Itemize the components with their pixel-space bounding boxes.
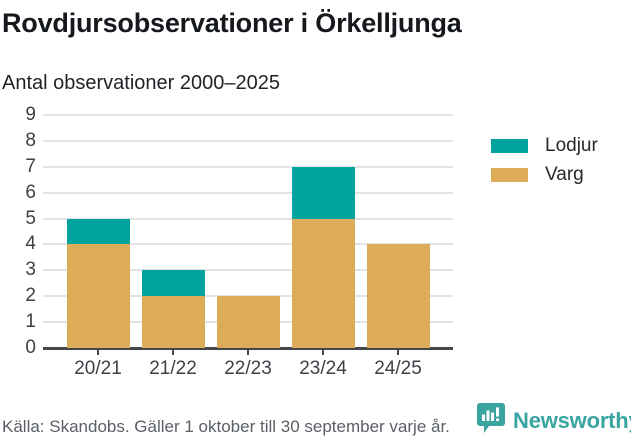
newsworthy-logo: Newsworthy [476, 402, 631, 439]
x-tick-label: 22/23 [224, 358, 272, 379]
bar-segment-lodjur [291, 166, 355, 219]
chart-title: Rovdjursobservationer i Örkelljunga [2, 8, 462, 38]
chart-subtitle: Antal observationer 2000–2025 [2, 72, 280, 94]
legend-swatch-lodjur [491, 138, 528, 153]
legend-label: Varg [545, 164, 584, 185]
y-tick-label: 7 [25, 155, 36, 177]
bar-segment-varg [66, 244, 130, 348]
gridline [43, 114, 453, 116]
legend: Lodjur Varg [491, 136, 598, 194]
gridline [43, 165, 453, 168]
y-tick-label: 9 [25, 104, 36, 125]
x-tick-label: 23/24 [299, 358, 347, 379]
y-tick-label: 8 [25, 129, 36, 151]
bar-segment-lodjur [66, 218, 130, 245]
gridline [43, 269, 453, 272]
x-axis-tick [322, 350, 324, 355]
legend-swatch-varg [491, 167, 528, 182]
gridline [43, 243, 453, 246]
bar-segment-varg [366, 244, 430, 348]
source-text: Källa: Skandobs. Gäller 1 oktober till 3… [2, 417, 450, 436]
legend-item: Lodjur [491, 136, 598, 155]
y-tick-label: 4 [25, 233, 36, 255]
y-tick-label: 3 [25, 259, 36, 281]
x-tick-label: 24/25 [374, 358, 422, 379]
x-axis-line [43, 347, 453, 350]
gridline [43, 217, 453, 220]
x-axis-tick [172, 350, 174, 355]
newsworthy-brand-text: Newsworthy [513, 407, 631, 433]
legend-label: Lodjur [545, 135, 598, 156]
bar-segment-varg [291, 218, 355, 348]
gridline [43, 191, 453, 194]
y-axis-labels: 0 1 2 3 4 5 6 7 8 9 [0, 104, 36, 358]
x-axis-tick [247, 350, 249, 355]
y-tick-label: 1 [25, 311, 36, 333]
legend-item: Varg [491, 165, 598, 184]
bar-segment-lodjur [141, 270, 205, 297]
x-tick-label: 20/21 [74, 358, 122, 379]
y-tick-label: 0 [25, 337, 36, 358]
y-tick-label: 2 [25, 285, 36, 307]
x-axis-tick [397, 350, 399, 355]
y-tick-label: 6 [25, 181, 36, 203]
y-tick-label: 5 [25, 207, 36, 229]
x-tick-label: 21/22 [149, 358, 197, 379]
plot-area: 20/21 21/22 22/23 23/24 24/25 [43, 114, 453, 379]
x-axis-tick [97, 350, 99, 355]
bar-segment-varg [216, 296, 280, 348]
newsworthy-logo-icon [476, 402, 506, 439]
bar-segment-varg [141, 296, 205, 348]
gridline [43, 139, 453, 142]
